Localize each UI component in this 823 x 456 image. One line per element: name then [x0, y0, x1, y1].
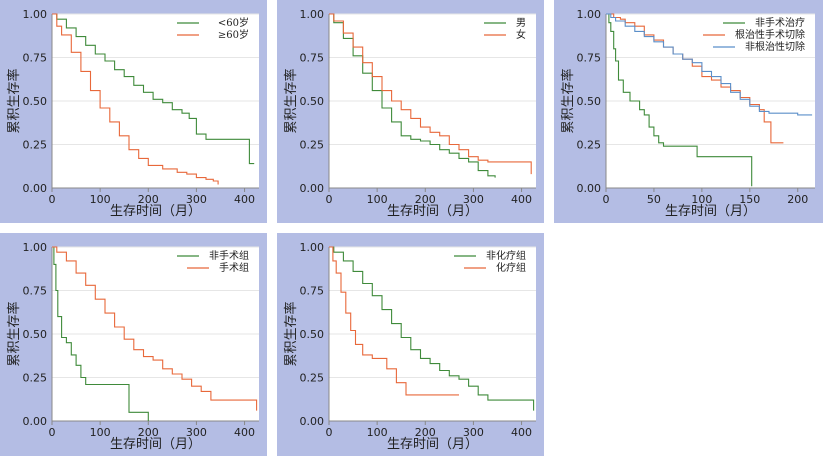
- survival-curve: [52, 246, 258, 411]
- x-axis-title: 生存时间（月）: [387, 204, 478, 219]
- survival-curve: [52, 13, 219, 185]
- x-tick-label: 0: [326, 193, 333, 206]
- y-tick-label: 0.75: [23, 52, 48, 65]
- legend-label: <60岁: [218, 16, 249, 29]
- chart-panel-treatment: 0.00 0.25 0.50 0.75 1.00 0 50 100 150 200 生存时间（月） 累…: [554, 0, 823, 223]
- y-axis-title: 累积生存率: [6, 68, 22, 133]
- y-tick-label: 1.00: [577, 8, 602, 21]
- survival-curve: [606, 13, 813, 116]
- x-tick-label: 300: [186, 426, 207, 439]
- y-tick-label: 0.25: [23, 372, 48, 385]
- y-tick-label: 1.00: [23, 241, 48, 254]
- x-tick-label: 100: [367, 193, 388, 206]
- x-tick-label: 200: [787, 193, 808, 206]
- x-tick-label: 200: [415, 426, 436, 439]
- x-tick-label: 0: [49, 426, 56, 439]
- y-tick-label: 0.25: [300, 139, 325, 152]
- x-tick-label: 50: [647, 193, 661, 206]
- legend-label: ≥60岁: [218, 28, 249, 41]
- y-axis-title: 累积生存率: [560, 68, 576, 133]
- chart-svg-surgery: 0.00 0.25 0.50 0.75 1.00 0 100 200 300 400 生存时间（月）…: [6, 241, 259, 452]
- x-tick-label: 200: [415, 193, 436, 206]
- y-tick-label: 0.25: [577, 139, 602, 152]
- y-tick-label: 0.50: [23, 328, 48, 341]
- x-axis-title: 生存时间（月）: [110, 437, 201, 452]
- y-tick-label: 0.50: [577, 95, 602, 108]
- x-tick-label: 0: [49, 193, 56, 206]
- legend-label: 手术组: [219, 261, 249, 274]
- y-tick-label: 0.25: [23, 139, 48, 152]
- x-tick-label: 100: [691, 193, 712, 206]
- x-tick-label: 0: [326, 426, 333, 439]
- survival-curve: [52, 13, 255, 165]
- y-tick-label: 0.00: [300, 415, 325, 428]
- y-tick-label: 0.75: [300, 52, 325, 65]
- x-axis-title: 生存时间（月）: [387, 437, 478, 452]
- survival-curve: [329, 246, 459, 396]
- x-axis-title: 生存时间（月）: [665, 204, 756, 219]
- x-tick-label: 400: [234, 193, 255, 206]
- x-tick-label: 400: [234, 426, 255, 439]
- legend-label: 非化疗组: [486, 249, 526, 262]
- legend-label: 非根治性切除: [745, 40, 805, 53]
- x-tick-label: 300: [463, 193, 484, 206]
- x-tick-label: 200: [138, 193, 159, 206]
- survival-curve: [329, 13, 532, 175]
- legend-label: 化疗组: [496, 261, 526, 274]
- chart-panel-chemo: 0.00 0.25 0.50 0.75 1.00 0 100 200 300 400 生存时间（月）…: [277, 233, 544, 456]
- x-tick-label: 100: [367, 426, 388, 439]
- y-tick-label: 0.25: [300, 372, 325, 385]
- chart-panel-age: 0.00 0.25 0.50 0.75 1.00 0 100 200 300 400 生存时间（月）…: [0, 0, 267, 223]
- chart-svg-chemo: 0.00 0.25 0.50 0.75 1.00 0 100 200 300 400 生存时间（月）…: [283, 241, 536, 452]
- y-tick-label: 1.00: [300, 241, 325, 254]
- survival-curve: [329, 13, 496, 178]
- x-tick-label: 300: [186, 193, 207, 206]
- x-tick-label: 100: [90, 193, 111, 206]
- x-tick-label: 300: [463, 426, 484, 439]
- y-tick-label: 0.00: [300, 182, 325, 195]
- x-tick-label: 100: [90, 426, 111, 439]
- x-tick-label: 400: [511, 426, 532, 439]
- y-tick-label: 0.00: [23, 415, 48, 428]
- y-axis-title: 累积生存率: [6, 301, 22, 366]
- legend-label: 非手术治疗: [755, 16, 805, 29]
- y-tick-label: 0.50: [300, 328, 325, 341]
- legend-label: 男: [516, 17, 526, 29]
- x-tick-label: 200: [138, 426, 159, 439]
- y-tick-label: 0.00: [577, 182, 602, 195]
- chart-panel-surgery: 0.00 0.25 0.50 0.75 1.00 0 100 200 300 400 生存时间（月）…: [0, 233, 267, 456]
- y-tick-label: 0.75: [300, 285, 325, 298]
- y-tick-label: 0.50: [300, 95, 325, 108]
- y-tick-label: 1.00: [23, 8, 48, 21]
- y-axis-title: 累积生存率: [283, 68, 299, 133]
- y-tick-label: 1.00: [300, 8, 325, 21]
- chart-svg-age: 0.00 0.25 0.50 0.75 1.00 0 100 200 300 400 生存时间（月）…: [6, 8, 259, 219]
- survival-curve: [606, 13, 753, 187]
- x-tick-label: 400: [511, 193, 532, 206]
- y-tick-label: 0.75: [23, 285, 48, 298]
- y-tick-label: 0.50: [23, 95, 48, 108]
- x-axis-title: 生存时间（月）: [110, 204, 201, 219]
- y-axis-title: 累积生存率: [283, 301, 299, 366]
- legend-label: 女: [516, 28, 526, 41]
- survival-curve: [52, 246, 149, 421]
- legend-label: 非手术组: [209, 249, 249, 262]
- chart-panel-sex: 0.00 0.25 0.50 0.75 1.00 0 100 200 300 400 生存时间（月）…: [277, 0, 544, 223]
- y-tick-label: 0.75: [577, 52, 602, 65]
- x-tick-label: 150: [739, 193, 760, 206]
- legend-label: 根治性手术切除: [735, 28, 805, 41]
- y-tick-label: 0.00: [23, 182, 48, 195]
- x-tick-label: 0: [603, 193, 610, 206]
- chart-svg-sex: 0.00 0.25 0.50 0.75 1.00 0 100 200 300 400 生存时间（月）…: [283, 8, 536, 219]
- chart-svg-treatment: 0.00 0.25 0.50 0.75 1.00 0 50 100 150 200 生存时间（月） 累…: [560, 8, 815, 219]
- survival-curve: [329, 246, 535, 411]
